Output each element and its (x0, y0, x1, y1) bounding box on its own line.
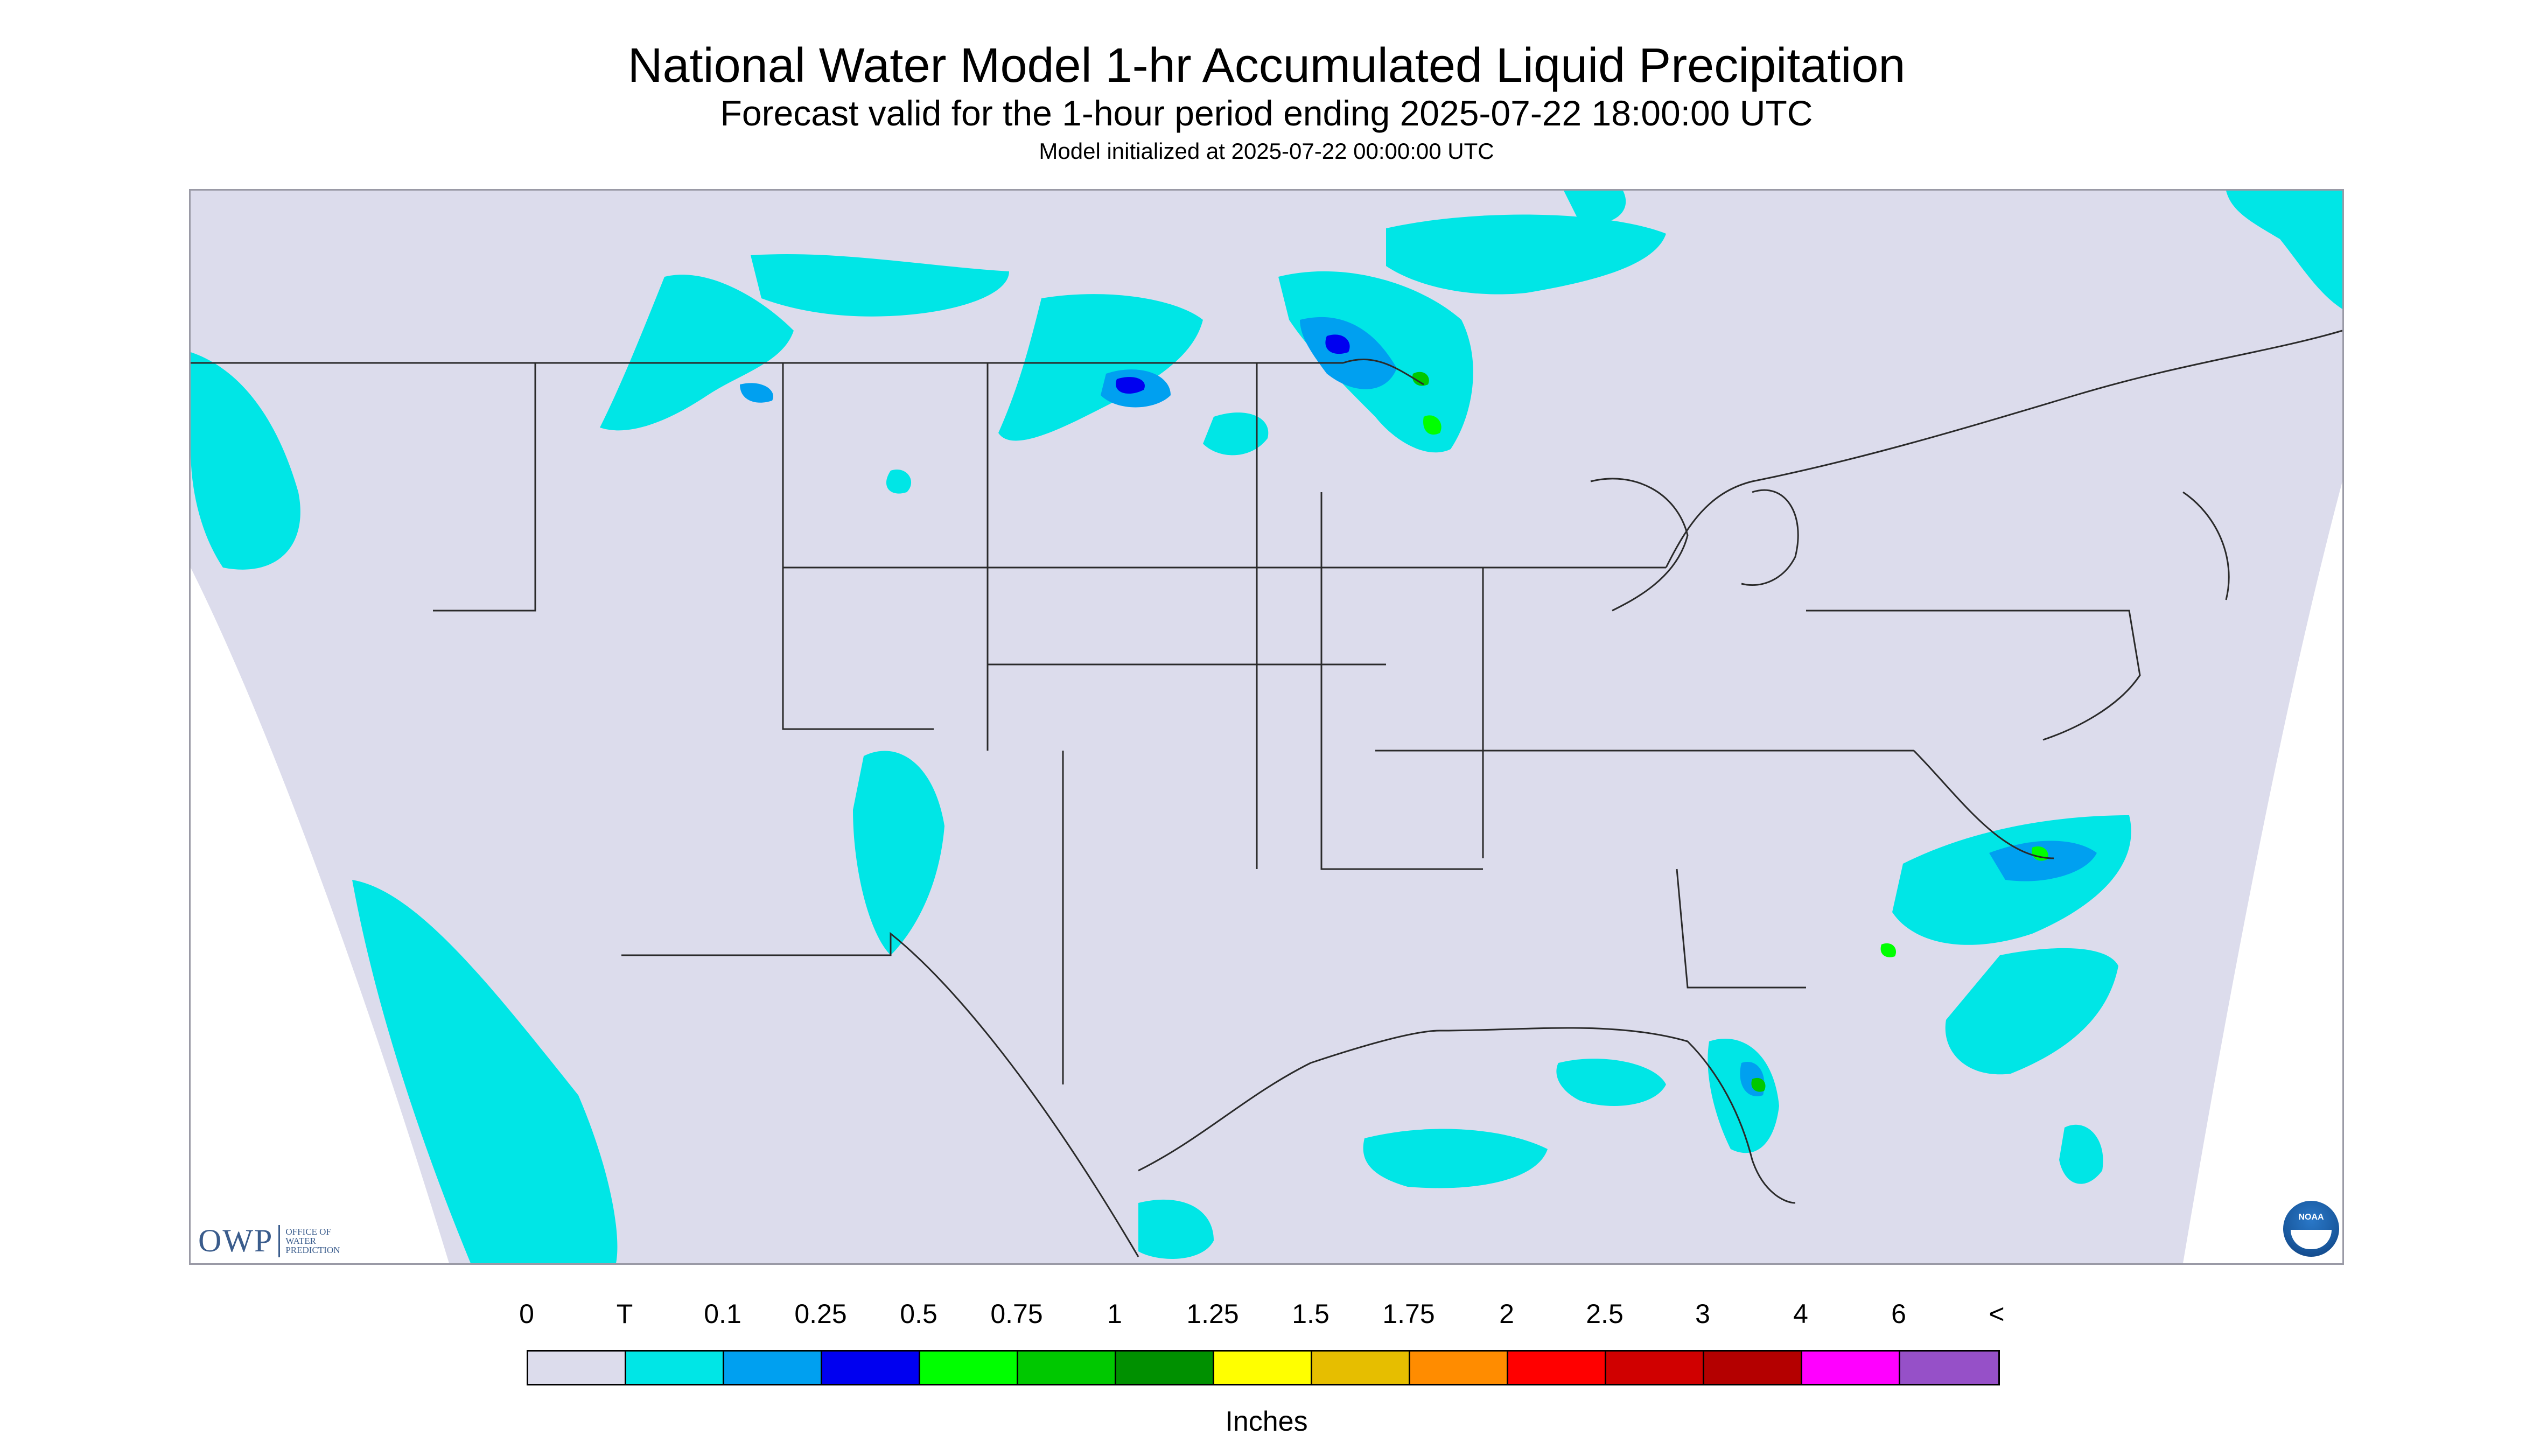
legend-swatch (1018, 1352, 1116, 1384)
legend-swatch (1802, 1352, 1900, 1384)
noaa-logo-text: NOAA (2298, 1213, 2324, 1222)
owp-logo-words: OFFICE OF WATER PREDICTION (285, 1227, 340, 1255)
owp-logo: OWP OFFICE OF WATER PREDICTION (198, 1222, 350, 1259)
political-boundaries (191, 330, 2342, 1257)
legend-label: T (616, 1299, 633, 1329)
legend-labels: 0 T 0.1 0.25 0.5 0.75 1 1.25 1.5 1.75 2 2.5 3 4 6 < (0, 1298, 2533, 1335)
legend-label: 0.1 (704, 1299, 741, 1329)
legend-color-bar (527, 1350, 2000, 1385)
legend-swatch (1214, 1352, 1312, 1384)
noaa-logo: NOAA (2283, 1201, 2339, 1257)
legend-swatch (1410, 1352, 1508, 1384)
legend-swatch (528, 1352, 626, 1384)
legend-label: 3 (1695, 1299, 1710, 1329)
owp-logo-divider (278, 1224, 281, 1257)
model-init-text: Model initialized at 2025-07-22 00:00:00… (1039, 138, 1494, 164)
legend-label: 4 (1793, 1299, 1808, 1329)
legend-swatch (1704, 1352, 1802, 1384)
legend-label: 0.75 (990, 1299, 1043, 1329)
legend-label: 0.25 (794, 1299, 847, 1329)
legend-swatch (1116, 1352, 1214, 1384)
precipitation-map[interactable] (189, 189, 2344, 1265)
legend-label: 6 (1891, 1299, 1906, 1329)
legend-label: 0.5 (900, 1299, 937, 1329)
legend-units: Inches (1225, 1406, 1308, 1437)
legend-swatch (1508, 1352, 1606, 1384)
legend-label: 2.5 (1586, 1299, 1624, 1329)
legend-label: 1 (1107, 1299, 1122, 1329)
precip-trace-areas (191, 191, 2342, 1263)
legend-label: < (1989, 1299, 2005, 1329)
legend-label: 1.75 (1382, 1299, 1435, 1329)
legend-label: 1.25 (1186, 1299, 1239, 1329)
forecast-valid-subtitle: Forecast valid for the 1-hour period end… (720, 93, 1813, 133)
map-title: National Water Model 1-hr Accumulated Li… (627, 39, 1906, 93)
model-domain (191, 191, 2342, 1263)
map-canvas (191, 191, 2342, 1263)
owp-logo-letters: OWP (198, 1223, 274, 1258)
legend-swatch (822, 1352, 920, 1384)
legend-label: 0 (519, 1299, 534, 1329)
legend-swatch (1312, 1352, 1410, 1384)
legend-swatch (724, 1352, 822, 1384)
legend-swatch (920, 1352, 1018, 1384)
legend-label: 1.5 (1292, 1299, 1330, 1329)
legend-swatch (1606, 1352, 1704, 1384)
legend-swatch (1900, 1352, 1998, 1384)
legend-swatch (626, 1352, 724, 1384)
noaa-gull-icon (2291, 1230, 2332, 1249)
legend-label: 2 (1499, 1299, 1514, 1329)
